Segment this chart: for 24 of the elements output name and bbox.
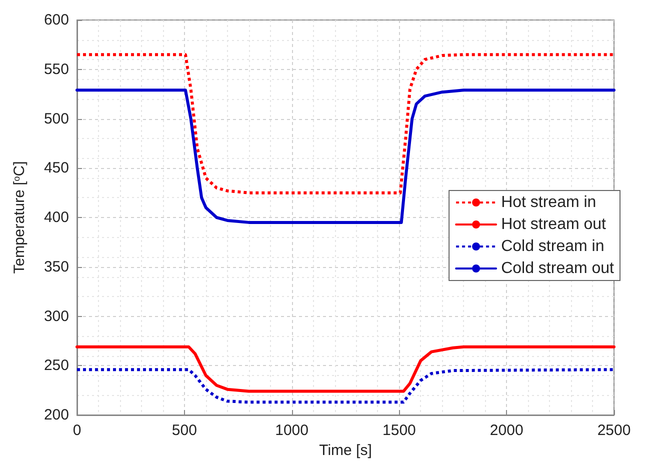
- x-tick-label: 500: [172, 422, 197, 439]
- y-axis-title: Temperature [oC]: [11, 161, 28, 274]
- line-series: [76, 368, 616, 404]
- y-tick-label: 450: [44, 160, 69, 177]
- x-axis-title: Time [s]: [319, 442, 372, 459]
- y-tick-label: 550: [44, 60, 69, 78]
- x-tick-label: 2000: [490, 422, 524, 439]
- legend-label: Hot stream out: [501, 216, 607, 233]
- legend-label: Hot stream in: [501, 194, 596, 211]
- legend-label: Cold stream out: [501, 260, 615, 277]
- y-tick-label: 400: [44, 209, 69, 226]
- line-series: [76, 53, 616, 194]
- y-tick-label: 300: [44, 308, 69, 325]
- y-tick-label: 200: [44, 406, 69, 424]
- y-tick-label: 500: [44, 110, 69, 128]
- y-tick-label: 250: [44, 357, 69, 374]
- line-series: [76, 345, 616, 393]
- legend-label: Cold stream in: [501, 238, 604, 255]
- y-tick-label: 350: [44, 258, 69, 276]
- y-tick-label: 600: [44, 12, 69, 28]
- x-tick-label: 0: [72, 422, 82, 439]
- x-tick-label: 1500: [382, 422, 416, 439]
- x-tick-label: 2500: [597, 422, 631, 439]
- x-tick-label: 1000: [275, 422, 308, 439]
